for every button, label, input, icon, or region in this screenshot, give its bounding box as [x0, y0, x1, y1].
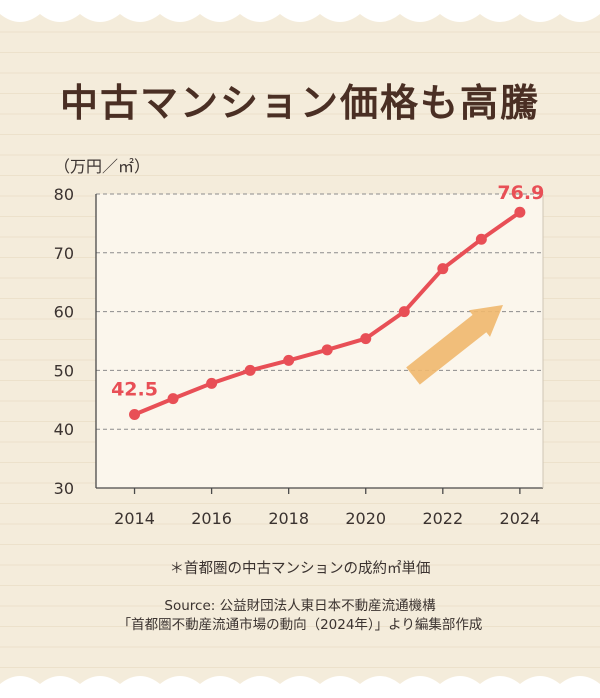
y-tick-label: 40: [54, 420, 74, 439]
data-point: [244, 364, 256, 376]
chart-note: ＊首都圏の中古マンションの成約㎡単価: [169, 561, 431, 577]
data-point: [129, 409, 141, 420]
source-line: Source: 公益財団法人東日本不動産流通機構: [164, 598, 436, 614]
x-tick-label: 2018: [268, 509, 309, 528]
x-tick-label: 2014: [114, 509, 155, 528]
plot-area: [96, 194, 543, 488]
y-tick-label: 80: [54, 185, 74, 204]
upward-arrow-icon: [406, 305, 503, 385]
page-title: 中古マンション価格も高騰: [59, 81, 540, 125]
data-point: [167, 393, 179, 405]
bottom-wavy-edge: [0, 676, 600, 698]
y-tick-label: 30: [54, 479, 74, 498]
data-point: [437, 263, 449, 275]
data-label: 76.9: [497, 182, 544, 204]
x-tick-label: 2022: [422, 509, 463, 528]
x-tick-label: 2024: [500, 509, 541, 528]
y-tick-label: 70: [54, 244, 74, 263]
data-point: [283, 354, 295, 366]
top-wavy-edge: [0, 0, 600, 22]
data-point: [321, 344, 333, 356]
y-tick-label: 60: [54, 303, 74, 322]
x-tick-label: 2020: [345, 509, 386, 528]
data-point: [398, 306, 410, 318]
y-tick-label: 50: [54, 361, 74, 380]
data-label: 42.5: [111, 379, 158, 401]
y-axis-unit-label: （万円／㎡）: [54, 157, 151, 176]
data-point: [475, 233, 487, 245]
source-reference: 「首都圏不動産流通市場の動向（2024年）」より編集部作成: [117, 617, 483, 633]
data-point: [360, 333, 372, 345]
data-point: [206, 377, 218, 389]
data-point: [514, 206, 526, 218]
x-tick-label: 2016: [191, 509, 232, 528]
